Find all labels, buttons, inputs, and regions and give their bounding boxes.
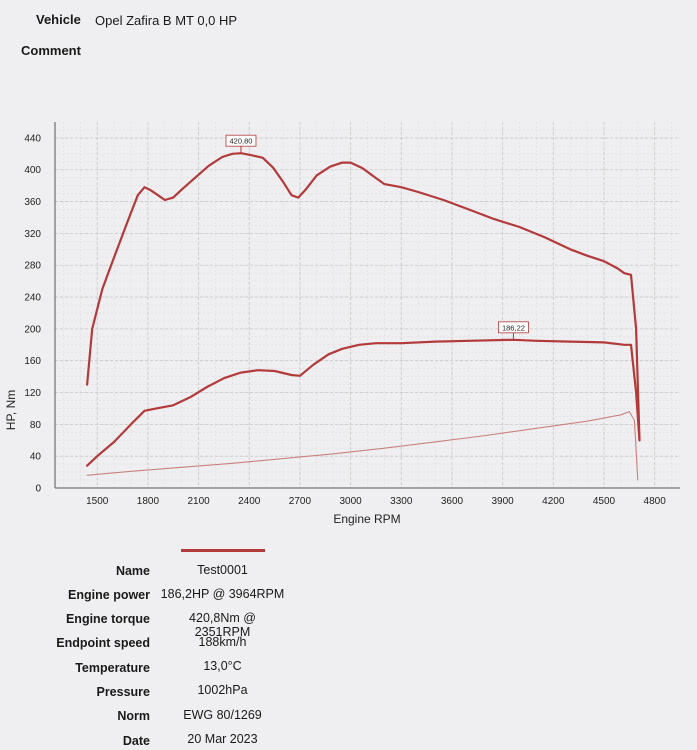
temperature-label: Temperature: [75, 661, 150, 675]
power-series-line: [85, 338, 641, 467]
y-tick-label: 40: [30, 452, 42, 463]
comment-label: Comment: [21, 43, 81, 58]
x-tick-label: 3000: [339, 496, 362, 507]
peak-label-box: [225, 134, 257, 147]
engine-torque-value: 420,8Nm @ 2351RPM: [189, 611, 256, 639]
peak-annotation: 186,22: [498, 321, 529, 340]
pressure-value: 1002hPa: [197, 683, 248, 697]
peak-label: 186,22: [502, 323, 525, 332]
x-tick-label: 1500: [86, 496, 109, 507]
x-tick-label: 2400: [238, 496, 261, 507]
y-tick-label: 360: [24, 197, 41, 208]
y-axis-title: HP, Nm: [4, 390, 18, 430]
x-tick-label: 1800: [137, 496, 160, 507]
vehicle-label: Vehicle: [36, 12, 81, 27]
chart-series: [85, 152, 641, 481]
endpoint-speed-value: 188km/h: [198, 635, 247, 649]
engine-power-value: 186,2HP @ 3964RPM: [160, 587, 285, 601]
engine-torque-label: Engine torque: [65, 612, 150, 626]
legend-line-sample: [181, 549, 265, 552]
x-tick-label: 3600: [441, 496, 464, 507]
x-tick-label: 2100: [187, 496, 210, 507]
y-tick-label: 160: [24, 356, 41, 367]
y-tick-label: 400: [24, 165, 41, 176]
y-tick-label: 320: [24, 229, 41, 240]
dyno-chart: 1500 1800 2100 2400 2700 3000 3300 3600 3900 4200…: [4, 122, 680, 526]
peak-annotation: 420,80: [225, 134, 257, 154]
endpoint-speed-label: Endpoint speed: [56, 636, 150, 650]
x-tick-label: 4500: [593, 496, 616, 507]
temperature-value: 13,0°C: [203, 659, 242, 673]
y-tick-label: 280: [24, 261, 41, 272]
chart-grid: [55, 122, 680, 489]
norm-value: EWG 80/1269: [183, 708, 262, 722]
x-tick-label: 2700: [289, 496, 312, 507]
name-value: Test0001: [197, 563, 248, 577]
chart-annotations: 420,80 186,22: [225, 134, 529, 340]
date-value: 20 Mar 2023: [187, 732, 258, 746]
loss-series-line: [86, 411, 639, 481]
engine-power-label: Engine power: [68, 588, 150, 602]
torque-series-line: [85, 152, 641, 442]
peak-label: 420,80: [230, 137, 253, 146]
date-label: Date: [122, 734, 150, 748]
y-tick-label: 120: [24, 388, 41, 399]
chart-axes: 1500 1800 2100 2400 2700 3000 3300 3600 3900 4200…: [24, 122, 680, 507]
y-tick-label: 240: [24, 293, 41, 304]
x-tick-label: 3300: [390, 496, 413, 507]
norm-label: Norm: [117, 709, 150, 723]
x-tick-label: 4200: [542, 496, 565, 507]
y-tick-label: 0: [35, 484, 41, 495]
name-label: Name: [115, 564, 150, 578]
y-tick-label: 440: [24, 133, 41, 144]
x-axis-title: Engine RPM: [333, 512, 400, 526]
peak-label-box: [498, 321, 529, 334]
x-tick-label: 3900: [492, 496, 515, 507]
y-tick-label: 200: [24, 324, 41, 335]
pressure-label: Pressure: [96, 685, 150, 699]
vehicle-value: Opel Zafira B MT 0,0 HP: [95, 13, 238, 28]
y-tick-label: 80: [30, 420, 42, 431]
x-tick-label: 4800: [644, 496, 667, 507]
